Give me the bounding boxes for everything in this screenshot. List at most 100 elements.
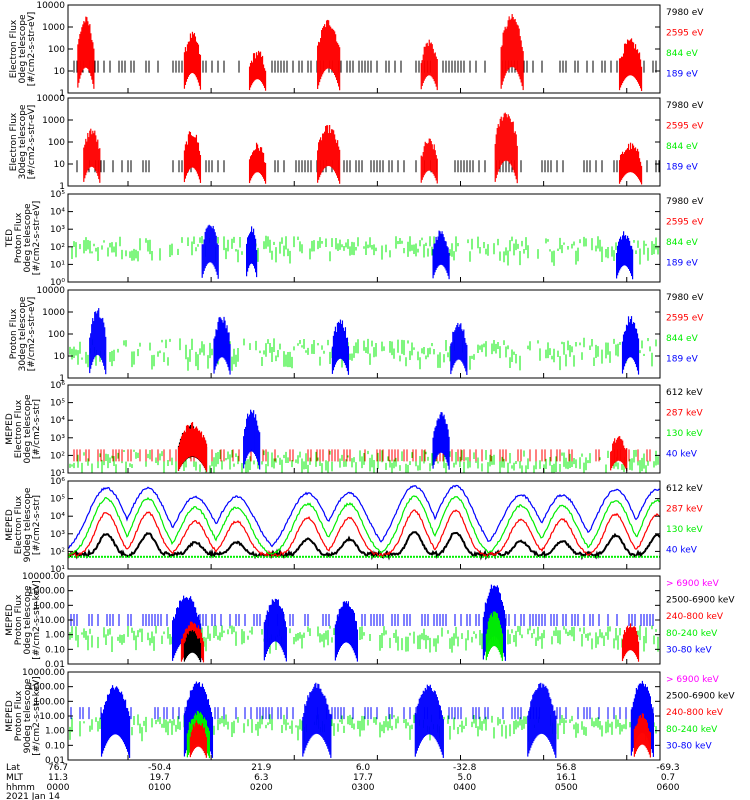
baseline-dot bbox=[218, 555, 220, 558]
panel-8: 0.01 0.10 1.00 10.00 100.00 1000.00 10000.00 ME… bbox=[5, 668, 735, 766]
baseline-dot bbox=[272, 555, 274, 558]
baseline-dot bbox=[353, 555, 355, 558]
baseline-dot bbox=[224, 555, 226, 558]
baseline-dot bbox=[395, 555, 397, 558]
baseline-dot bbox=[311, 555, 313, 558]
baseline-dot bbox=[416, 555, 418, 558]
ylabel-line: [#/cm2-s-str-keV] bbox=[32, 580, 42, 659]
ylabel-line: 0deg telescope bbox=[23, 585, 33, 655]
ylabel-line: MEPED bbox=[5, 604, 15, 636]
baseline-dot bbox=[530, 555, 532, 558]
panel-6-marks bbox=[68, 484, 660, 561]
legend-entry: 30-80 keV bbox=[666, 741, 712, 751]
baseline-dot bbox=[497, 555, 499, 558]
baseline-dot bbox=[362, 555, 364, 558]
baseline-dot bbox=[377, 555, 379, 558]
baseline-dot bbox=[563, 555, 565, 558]
baseline-dot bbox=[191, 555, 193, 558]
baseline-dot bbox=[197, 555, 199, 558]
legend-entry: 7980 eV bbox=[666, 8, 704, 18]
legend-entry: 844 eV bbox=[666, 49, 699, 59]
panel-2-frame bbox=[67, 97, 661, 187]
baseline-dot bbox=[92, 555, 94, 558]
ytick-label: 10¹ bbox=[50, 565, 65, 575]
baseline-dot bbox=[431, 555, 433, 558]
baseline-dot bbox=[278, 555, 280, 558]
xaxis-value: 0300 bbox=[352, 783, 375, 793]
baseline-dot bbox=[188, 555, 190, 558]
legend-entry: 240-800 keV bbox=[666, 708, 724, 718]
ytick-label: 10.00 bbox=[39, 712, 65, 722]
ylabel-line: [#/cm2-s-str-eV] bbox=[27, 105, 37, 180]
series-line-6-2 bbox=[68, 509, 660, 559]
ytick-label: 10 bbox=[54, 352, 66, 362]
xaxis-value: 11.3 bbox=[48, 773, 68, 783]
baseline-dot bbox=[257, 555, 259, 558]
baseline-dot bbox=[104, 555, 106, 558]
baseline-dot bbox=[80, 555, 82, 558]
ytick-label: 10000 bbox=[36, 94, 65, 104]
baseline-dot bbox=[86, 555, 88, 558]
baseline-dot bbox=[569, 555, 571, 558]
baseline-dot bbox=[248, 555, 250, 558]
ytick-label: 10 bbox=[54, 67, 66, 77]
baseline-dot bbox=[521, 555, 523, 558]
baseline-dot bbox=[287, 555, 289, 558]
baseline-dot bbox=[491, 555, 493, 558]
baseline-dot bbox=[176, 555, 178, 558]
ytick-label: 10² bbox=[50, 451, 65, 461]
baseline-dot bbox=[167, 555, 169, 558]
baseline-dot bbox=[539, 555, 541, 558]
panel-7: 0.01 0.10 1.00 10.00 100.00 1000.00 10000.00 ME… bbox=[5, 572, 735, 670]
xaxis-value: 6.3 bbox=[254, 773, 268, 783]
baseline-dot bbox=[182, 555, 184, 558]
ylabel-line: TED bbox=[5, 229, 15, 248]
legend-entry: 287 keV bbox=[666, 504, 703, 514]
baseline-dot bbox=[479, 555, 481, 558]
ytick-label: 0.01 bbox=[45, 660, 65, 670]
panel-4-frame bbox=[67, 289, 661, 379]
baseline-dot bbox=[575, 555, 577, 558]
baseline-dot bbox=[461, 555, 463, 558]
ytick-label: 1.00 bbox=[45, 631, 65, 641]
baseline-dot bbox=[623, 555, 625, 558]
xaxis-value: -50.4 bbox=[148, 763, 172, 773]
ylabel-line: [#/cm2-s-str] bbox=[32, 495, 42, 555]
ylabel-line: Electron Flux bbox=[9, 112, 19, 171]
baseline-dot bbox=[245, 555, 247, 558]
baseline-dot bbox=[593, 555, 595, 558]
ylabel-line: MEPED bbox=[5, 413, 15, 445]
baseline-dot bbox=[152, 555, 154, 558]
baseline-dot bbox=[161, 555, 163, 558]
ytick-label: 10 bbox=[54, 160, 66, 170]
xaxis-value: 0100 bbox=[148, 783, 171, 793]
baseline-dot bbox=[119, 555, 121, 558]
baseline-dot bbox=[650, 555, 652, 558]
baseline-dot bbox=[227, 555, 229, 558]
baseline-dot bbox=[554, 555, 556, 558]
baseline-dot bbox=[89, 555, 91, 558]
ylabel-line: MEPED bbox=[5, 700, 15, 732]
baseline-dot bbox=[125, 555, 127, 558]
ytick-label: 10⁰ bbox=[50, 278, 65, 288]
baseline-dot bbox=[320, 555, 322, 558]
baseline-dot bbox=[443, 555, 445, 558]
ytick-label: 1000.00 bbox=[28, 587, 65, 597]
baseline-dot bbox=[515, 555, 517, 558]
xaxis-value: -69.3 bbox=[656, 763, 679, 773]
baseline-dot bbox=[518, 555, 520, 558]
baseline-dot bbox=[212, 555, 214, 558]
baseline-dot bbox=[236, 555, 238, 558]
ylabel-line: 0deg telescope bbox=[18, 14, 28, 84]
ytick-label: 10¹ bbox=[50, 469, 65, 479]
series-line-6-3 bbox=[68, 495, 660, 556]
ytick-label: 100 bbox=[48, 45, 65, 55]
baseline-dot bbox=[389, 555, 391, 558]
legend-entry: 2595 eV bbox=[666, 121, 704, 131]
ytick-label: 0.10 bbox=[45, 741, 65, 751]
baseline-dot bbox=[584, 555, 586, 558]
ytick-label: 10⁴ bbox=[50, 416, 65, 426]
ytick-label: 10⁶ bbox=[50, 477, 65, 487]
ytick-label: 10³ bbox=[50, 434, 65, 444]
